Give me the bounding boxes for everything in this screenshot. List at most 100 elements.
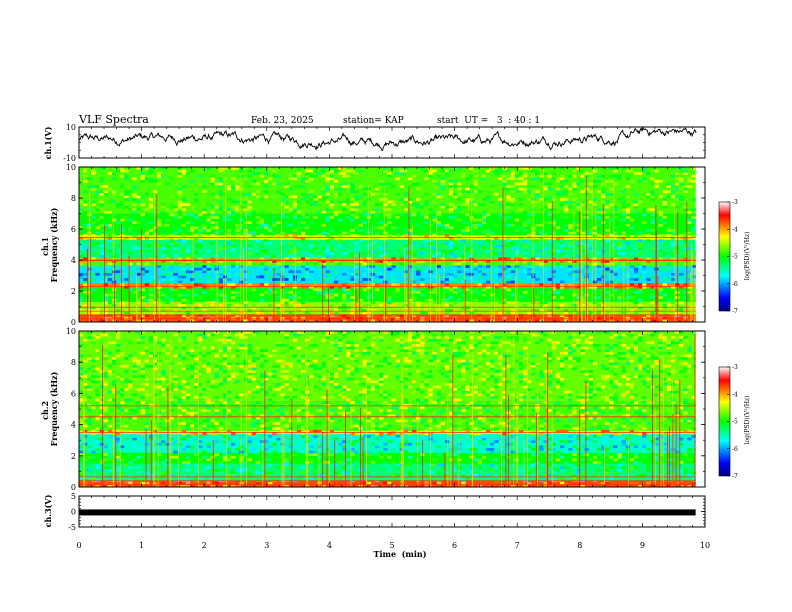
ch2-spectrogram-cell <box>300 354 306 358</box>
ch2-spectrogram-cell <box>259 450 265 454</box>
ch1-spectrogram-cell <box>313 319 318 323</box>
ch2-spectrogram-cell <box>226 372 232 376</box>
ch1-spectrogram-cell <box>638 319 643 323</box>
ch1-spectrogram-cell <box>473 195 478 199</box>
ch1-spectrogram-cell <box>494 192 499 196</box>
ch2-spectrogram-cell <box>202 432 207 436</box>
ch1-spectrogram-cell <box>243 177 248 181</box>
ch1-spectrogram-cell <box>370 301 376 305</box>
ch1-spectrogram-cell <box>584 280 589 284</box>
ch2-spectrogram-cell <box>95 357 100 360</box>
ch2-spectrogram-cell <box>280 422 285 425</box>
ch1-spectrogram-cell <box>379 182 384 186</box>
ch1-spectrogram-cell <box>346 291 351 294</box>
ch1-spectrogram-cell <box>518 187 524 191</box>
ch1-spectrogram-cell <box>490 185 495 188</box>
ch1-spectrogram-cell <box>103 192 108 196</box>
ch1-spectrogram-cell <box>436 288 441 292</box>
ch2-spectrogram-cell <box>284 458 289 462</box>
ch2-spectrogram-cell <box>177 419 182 423</box>
ch1-spectrogram-cell <box>679 309 684 312</box>
ch1-spectrogram-cell <box>268 275 273 279</box>
ch1-spectrogram-cell <box>263 241 269 245</box>
ch2-spectrogram-cell <box>99 461 104 464</box>
ch1-spectrogram-cell <box>621 231 626 235</box>
ch1-spectrogram-cell <box>596 252 602 256</box>
ch1-spectrogram-cell <box>535 200 540 204</box>
ch2-spectrogram-cell <box>194 476 199 480</box>
ch1-spectrogram-cell <box>103 265 108 268</box>
ch1-spectrogram-cell <box>374 234 380 237</box>
ch2-spectrogram-cell <box>325 448 330 451</box>
ch1-spectrogram-cell <box>83 223 88 227</box>
ch1-spectrogram-cell <box>132 203 137 206</box>
ch2-spectrogram-cell <box>300 362 306 365</box>
ch1-spectrogram-cell <box>383 198 388 201</box>
ch1-spectrogram-cell <box>646 239 651 243</box>
ch1-spectrogram-cell <box>420 213 425 217</box>
ch1-spectrogram-cell <box>296 291 302 294</box>
ch1-spectrogram-cell <box>625 241 631 245</box>
ch1-spectrogram-cell <box>313 216 318 219</box>
ch1-spectrogram-cell <box>358 241 363 245</box>
ch1-spectrogram-cell <box>83 283 88 287</box>
ch1-spectrogram-cell <box>613 231 618 235</box>
ch1-spectrogram-cell <box>115 236 121 240</box>
ch2-spectrogram-cell <box>99 349 104 352</box>
ch2-spectrogram-cell <box>107 372 113 376</box>
ch1-spectrogram-cell <box>605 283 610 287</box>
ch1-spectrogram-cell <box>411 280 417 284</box>
ch2-spectrogram-cell <box>124 409 129 412</box>
ch1-spectrogram-cell <box>239 208 244 212</box>
ch1-spectrogram-cell <box>654 216 659 219</box>
ch1-spectrogram-cell <box>527 167 532 170</box>
ch1-spectrogram-cell <box>214 205 219 209</box>
ch1-spectrogram-cell <box>136 319 141 323</box>
ch1-spectrogram-cell <box>95 252 100 256</box>
ch1-spectrogram-cell <box>596 285 602 289</box>
ch1-spectrogram-cell <box>547 198 552 201</box>
ch1-spectrogram-cell <box>300 231 306 235</box>
ch2-spectrogram-cell <box>305 398 310 402</box>
ch1-spectrogram-cell <box>231 205 236 209</box>
ch1-spectrogram-cell <box>284 257 289 261</box>
ch2-spectrogram-cell <box>95 484 100 488</box>
ch1-spectrogram-cell <box>465 213 470 217</box>
ch1-spectrogram-cell <box>325 239 330 243</box>
ch1-spectrogram-cell <box>235 272 240 276</box>
ch1-spectrogram-cell <box>255 167 261 170</box>
ch2-spectrogram-cell <box>103 333 108 337</box>
ch1-spectrogram-cell <box>551 208 557 212</box>
ch1-spectrogram-cell <box>268 208 273 212</box>
ch1-spectrogram-cell <box>543 210 548 214</box>
ch1-spectrogram-cell <box>144 223 150 227</box>
ch2-spectrogram-cell <box>263 471 269 475</box>
ch1-spectrogram-cell <box>305 267 310 271</box>
ch1-spectrogram-cell <box>613 272 618 276</box>
ch1-spectrogram-cell <box>453 275 458 279</box>
ch2-spectrogram-cell <box>148 393 154 397</box>
ch2-spectrogram-cell <box>189 367 195 371</box>
ch1-spectrogram-cell <box>481 311 487 315</box>
ch1-spectrogram-cell <box>395 291 400 294</box>
ch2-spectrogram-cell <box>247 432 252 436</box>
ch2-spectrogram-cell <box>140 411 145 415</box>
ch1-spectrogram-cell <box>424 311 429 315</box>
ch2-spectrogram-cell <box>152 437 158 441</box>
ch1-spectrogram-cell <box>572 254 577 258</box>
ch1-spectrogram-cell <box>292 249 298 253</box>
ch1-spectrogram-cell <box>564 208 569 212</box>
ch1-spectrogram-cell <box>181 260 187 263</box>
ch1-spectrogram-cell <box>337 285 343 289</box>
ch2-spectrogram-cell <box>124 388 129 391</box>
ch1-spectrogram-cell <box>407 267 413 271</box>
ch2-spectrogram-cell <box>87 403 92 407</box>
ch2-spectrogram-cell <box>231 484 236 488</box>
ch1-spectrogram-cell <box>379 185 384 188</box>
ch1-spectrogram-cell <box>403 198 409 201</box>
ch2-spectrogram-cell <box>272 377 277 381</box>
ch1-spectrogram-cell <box>596 218 602 222</box>
ch2-spectrogram-cell <box>194 375 199 378</box>
ch1-spectrogram-cell <box>272 172 277 175</box>
ch1-spectrogram-cell <box>481 210 487 214</box>
